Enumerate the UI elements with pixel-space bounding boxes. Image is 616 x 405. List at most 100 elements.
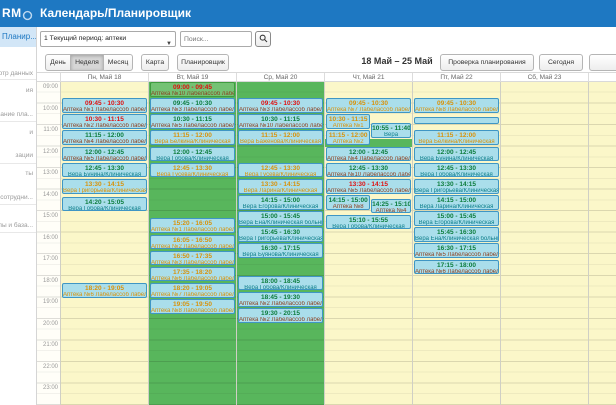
sidebar-item-planner-active[interactable]: Планир... [0, 27, 36, 47]
today-button[interactable]: Сегодня [539, 54, 583, 71]
calendar-event[interactable]: 15:45 - 16:30 Вера Григорьева/Клиническая [238, 227, 323, 242]
map-button[interactable]: Карта [141, 54, 169, 71]
view-week-button[interactable]: Неделя [70, 54, 104, 71]
calendar-event[interactable]: 13:30 - 14:15 Вера Григорьева/Клиническая [414, 178, 499, 194]
calendar-event[interactable]: 12:45 - 13:30 Вера Гусева/Клиническая [150, 162, 235, 178]
calendar-event[interactable]: 15:00 - 15:45 Вера Егорова/Клиническая [414, 211, 499, 226]
event-time: 12:45 - 13:30 [436, 164, 477, 172]
period-select[interactable]: 1 Текущий период: аптеки ▼ [40, 31, 176, 47]
calendar-event[interactable]: 11:15 - 12:00 Вера Белкина/Клиническая [414, 130, 499, 146]
calendar-event[interactable]: 12:45 - 13:30 Вера Гусева/Клиническая [238, 162, 323, 178]
next-period-button[interactable] [589, 54, 616, 71]
event-time: 18:45 - 19:30 [260, 293, 301, 301]
search-input[interactable] [180, 31, 252, 47]
event-title: Вера Ена/Клиническая больница [239, 220, 322, 226]
event-time: 10:30 - 11:15 [173, 116, 212, 124]
event-time: 15:45 - 16:30 [260, 229, 301, 237]
main-panel: 1 Текущий период: аптеки ▼ День Неделя М… [37, 27, 616, 405]
calendar-event[interactable]: 13:30 - 14:15 Вера Ларина/Клиническая [238, 178, 323, 194]
crm-logo[interactable]: RM [2, 6, 22, 20]
event-title: Аптека №4 Лабелассоб лабеласс [327, 155, 410, 162]
event-title: Вера Гобова/Клиническая [68, 205, 141, 212]
calendar-event[interactable]: 14:15 - 15:00 Вера Егорова/Клиническая [238, 195, 323, 210]
calendar-event[interactable]: 15:45 - 16:30 Вера Ена/Клиническая больни… [414, 227, 499, 242]
sync-icon[interactable] [22, 8, 33, 21]
calendar-event[interactable]: 15:10 - 15:55 Вера Гобова/Клиническая [326, 214, 411, 230]
event-title: Вера Гусева/Клиническая [156, 171, 229, 178]
calendar-event[interactable]: 16:30 - 17:15 Вера Буянова/Клиническая [238, 243, 323, 259]
calendar-event[interactable]: 12:00 - 12:45 Вера Гобова/Клиническая [150, 146, 235, 162]
calendar-event[interactable]: 12:45 - 13:30 Вера Гобова/Клиническая [414, 162, 499, 178]
time-axis-label: 15:00 [43, 213, 58, 219]
time-axis-label: 23:00 [43, 385, 58, 391]
event-time: 18:20 - 19:05 [172, 284, 213, 292]
event-time: 11:15 - 12:00 [85, 132, 124, 140]
event-time: 16:30 - 17:15 [260, 245, 301, 253]
sidebar-item-fragment[interactable]: ия [25, 87, 33, 94]
calendar-event[interactable]: 10:55 - 11:40 Вера [371, 123, 411, 138]
day-column[interactable] [500, 82, 588, 405]
view-month-button[interactable]: Месяц [103, 54, 133, 71]
event-title: Аптека №8 Лабелассоб лабеласс [415, 107, 498, 113]
sidebar-item-fragment[interactable]: мотр данных [0, 70, 33, 77]
calendar-event[interactable]: 14:15 - 15:00 Вера Ларина/Клиническая [414, 195, 499, 210]
planner-button[interactable]: Планировщик [177, 54, 229, 71]
calendar-event[interactable]: 10:30 - 11:15 Аптека №1 [326, 114, 371, 129]
calendar-event[interactable]: 13:30 - 14:15 Вера Григорьева/Клиническая [62, 178, 147, 194]
sidebar-item-fragment[interactable]: алы и база... [0, 222, 33, 229]
sidebar-item-fragment[interactable]: зации [15, 152, 33, 159]
event-time: 12:45 - 13:30 [348, 164, 389, 172]
sidebar-item-fragment[interactable]: ты [25, 170, 33, 177]
calendar-event[interactable]: 14:15 - 15:00 Аптека №8 [326, 195, 371, 210]
check-planning-button[interactable]: Проверка планирования [440, 54, 534, 71]
calendar-event[interactable]: 11:15 - 12:00 Вера Баженова/Клиническая [238, 130, 323, 146]
calendar-event[interactable]: 12:45 - 13:30 Вера Бунина/Клиническая [62, 162, 147, 178]
search-button[interactable] [255, 31, 271, 47]
event-time: 09:45 - 10:30 [172, 100, 213, 108]
sidebar-item-fragment[interactable]: лы сотрудни... [0, 194, 33, 201]
calendar-event[interactable]: 11:15 - 12:00 Аптека №2 [326, 130, 371, 146]
view-day-button[interactable]: День [45, 54, 71, 71]
calendar-event[interactable]: 18:00 - 18:45 Вера Гобова/Клиническая [238, 275, 323, 291]
calendar-event[interactable]: 14:25 - 15:10 Аптека №4 [371, 198, 411, 214]
calendar-event[interactable]: 11:15 - 12:00 Вера Белкина/Клиническая [150, 130, 235, 146]
day-column[interactable] [588, 82, 616, 405]
calendar-event[interactable]: 12:00 - 12:45 Вера Бунина/Клиническая [414, 146, 499, 162]
sidebar-item-fragment[interactable]: рование пла... [0, 111, 33, 118]
sidebar-item-fragment[interactable]: и [29, 129, 33, 136]
event-time: 12:00 - 12:45 [436, 148, 477, 156]
calendar-event[interactable] [414, 117, 499, 124]
calendar-event[interactable]: 14:20 - 15:05 Вера Гобова/Клиническая [62, 196, 147, 212]
calendar-event[interactable]: 15:00 - 15:45 Вера Ена/Клиническая больни… [238, 211, 323, 226]
